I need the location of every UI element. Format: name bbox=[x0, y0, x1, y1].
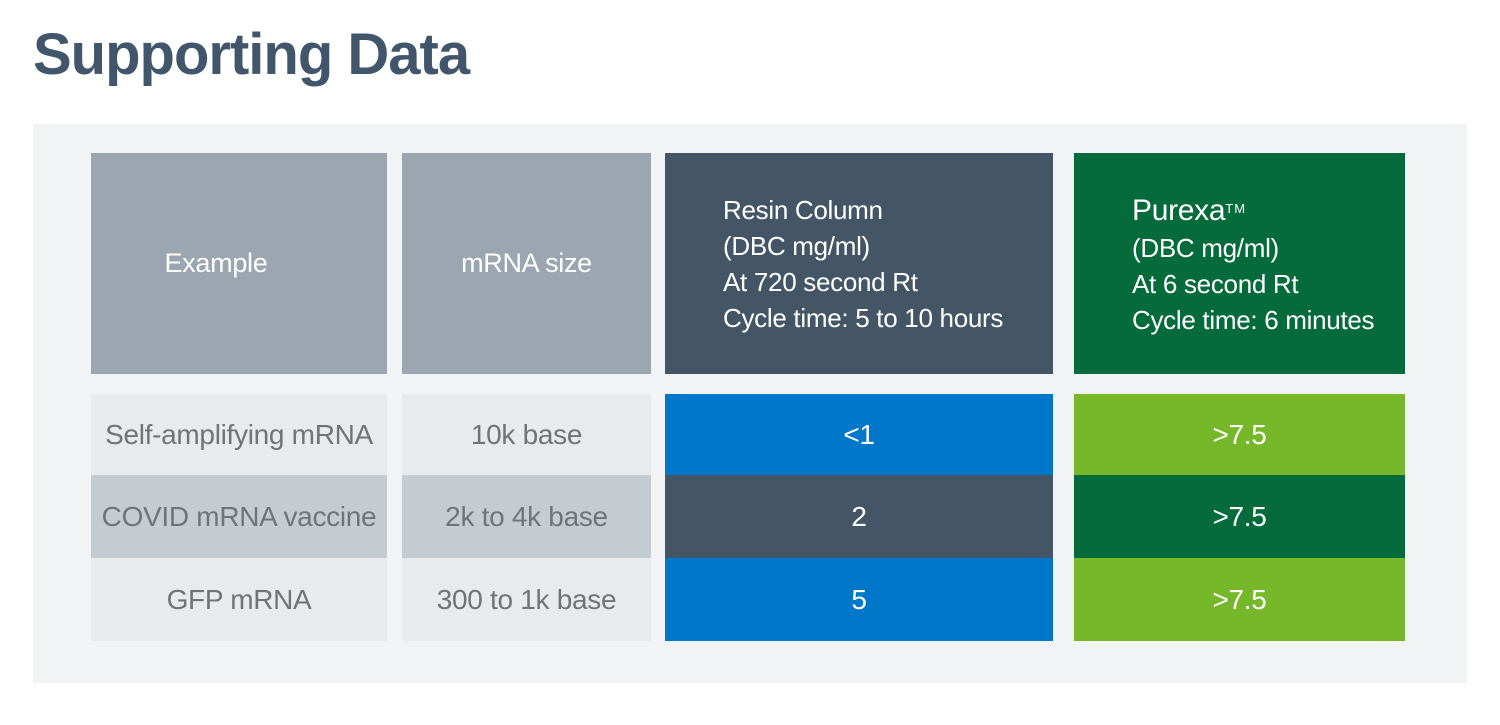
header-resin-column: Resin Column (DBC mg/ml) At 720 second R… bbox=[665, 153, 1053, 374]
column-purexa: PurexaTM (DBC mg/ml) At 6 second Rt Cycl… bbox=[1074, 153, 1405, 641]
table-row: GFP mRNA bbox=[91, 558, 387, 641]
header-mrna-size: mRNA size bbox=[402, 153, 651, 374]
header-purexa-line-3: At 6 second Rt bbox=[1132, 268, 1299, 299]
table-row: 2 bbox=[665, 475, 1053, 558]
header-resin-line-4: Cycle time: 5 to 10 hours bbox=[723, 302, 1004, 333]
header-example-label: Example bbox=[164, 248, 268, 278]
header-resin-line-1: Resin Column bbox=[723, 194, 883, 225]
cell-size-3: 300 to 1k base bbox=[436, 583, 617, 615]
table-row: 2k to 4k base bbox=[402, 475, 651, 558]
column-mrna-size: mRNA size 10k base 2k to 4k base 300 to … bbox=[402, 153, 651, 641]
cell-resin-3: 5 bbox=[851, 583, 867, 615]
column-resin-rows: <1 2 5 bbox=[665, 394, 1053, 641]
table-row: 10k base bbox=[402, 394, 651, 475]
table-row: >7.5 bbox=[1074, 394, 1405, 475]
cell-purexa-1: >7.5 bbox=[1212, 418, 1267, 450]
cell-size-2: 2k to 4k base bbox=[445, 500, 608, 532]
header-purexa-line-4: Cycle time: 6 minutes bbox=[1132, 304, 1375, 335]
column-example: Example Self-amplifying mRNA COVID mRNA … bbox=[91, 153, 387, 641]
table-row: 300 to 1k base bbox=[402, 558, 651, 641]
header-mrna-size-label: mRNA size bbox=[461, 248, 592, 278]
table-row: Self-amplifying mRNA bbox=[91, 394, 387, 475]
cell-size-1: 10k base bbox=[470, 418, 583, 450]
cell-example-2: COVID mRNA vaccine bbox=[101, 500, 377, 532]
data-panel: Example Self-amplifying mRNA COVID mRNA … bbox=[33, 124, 1467, 683]
page-title: Supporting Data bbox=[33, 22, 470, 87]
table-row: >7.5 bbox=[1074, 475, 1405, 558]
column-resin: Resin Column (DBC mg/ml) At 720 second R… bbox=[665, 153, 1053, 641]
table-row: <1 bbox=[665, 394, 1053, 475]
header-purexa-line-2: (DBC mg/ml) bbox=[1132, 232, 1279, 263]
table-row: 5 bbox=[665, 558, 1053, 641]
table-row: COVID mRNA vaccine bbox=[91, 475, 387, 558]
header-example: Example bbox=[91, 153, 387, 374]
column-example-rows: Self-amplifying mRNA COVID mRNA vaccine … bbox=[91, 394, 387, 641]
cell-example-3: GFP mRNA bbox=[166, 583, 312, 615]
cell-purexa-2: >7.5 bbox=[1212, 500, 1267, 532]
header-purexa: PurexaTM (DBC mg/ml) At 6 second Rt Cycl… bbox=[1074, 153, 1405, 374]
cell-purexa-3: >7.5 bbox=[1212, 583, 1267, 615]
header-resin-line-2: (DBC mg/ml) bbox=[723, 230, 870, 261]
purexa-brand: PurexaTM bbox=[1132, 190, 1246, 230]
trademark-symbol: TM bbox=[1225, 200, 1247, 216]
column-purexa-rows: >7.5 >7.5 >7.5 bbox=[1074, 394, 1405, 641]
cell-resin-1: <1 bbox=[843, 418, 875, 450]
cell-example-1: Self-amplifying mRNA bbox=[105, 418, 373, 450]
header-resin-line-3: At 720 second Rt bbox=[723, 266, 918, 297]
table-row: >7.5 bbox=[1074, 558, 1405, 641]
column-mrna-size-rows: 10k base 2k to 4k base 300 to 1k base bbox=[402, 394, 651, 641]
cell-resin-2: 2 bbox=[851, 500, 867, 532]
purexa-brand-name: Purexa bbox=[1132, 193, 1226, 227]
